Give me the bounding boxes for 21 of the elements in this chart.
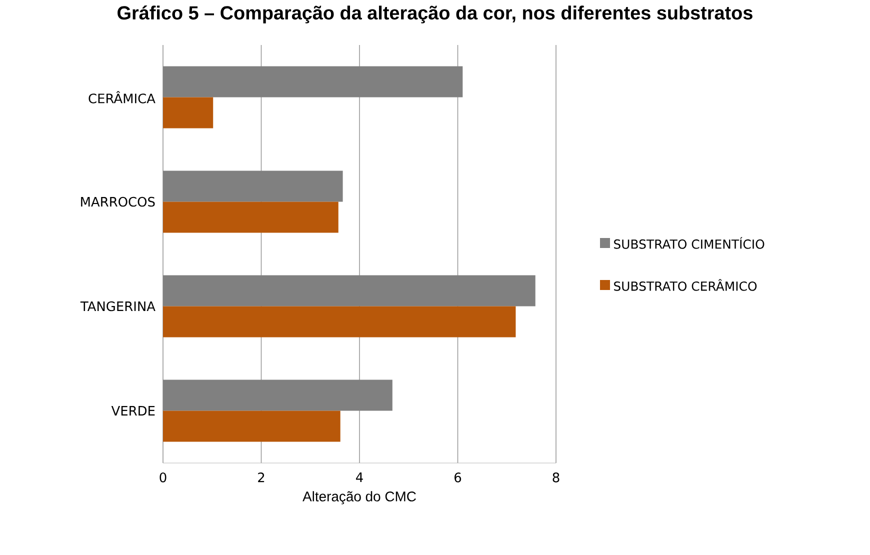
legend-label: SUBSTRATO CERÂMICO <box>614 279 757 291</box>
x-tick-label: 8 <box>552 472 560 482</box>
bar <box>163 306 516 338</box>
bar <box>163 97 214 128</box>
bar <box>163 170 343 202</box>
y-tick-label: TANGERINA <box>80 301 156 312</box>
x-tick-label: 6 <box>454 472 462 482</box>
bar <box>163 410 340 442</box>
bar <box>163 380 392 411</box>
bar <box>163 66 463 98</box>
legend-label: SUBSTRATO CIMENTÍCIO <box>614 237 764 249</box>
y-tick-label: MARROCOS <box>81 196 155 207</box>
x-tick-label: 2 <box>258 472 264 482</box>
x-tick-label: 4 <box>356 472 363 482</box>
bar <box>163 202 338 233</box>
y-tick-label: CERÂMICA <box>88 91 156 104</box>
y-tick-label: VERDE <box>111 406 155 416</box>
chart-title: Gráfico 5 – Comparação da alteração da cor, nos diferentes substratos <box>118 6 752 24</box>
x-tick-label: 0 <box>160 472 166 482</box>
bar <box>163 275 536 306</box>
x-axis-title: Alteração do CMC <box>302 491 416 504</box>
